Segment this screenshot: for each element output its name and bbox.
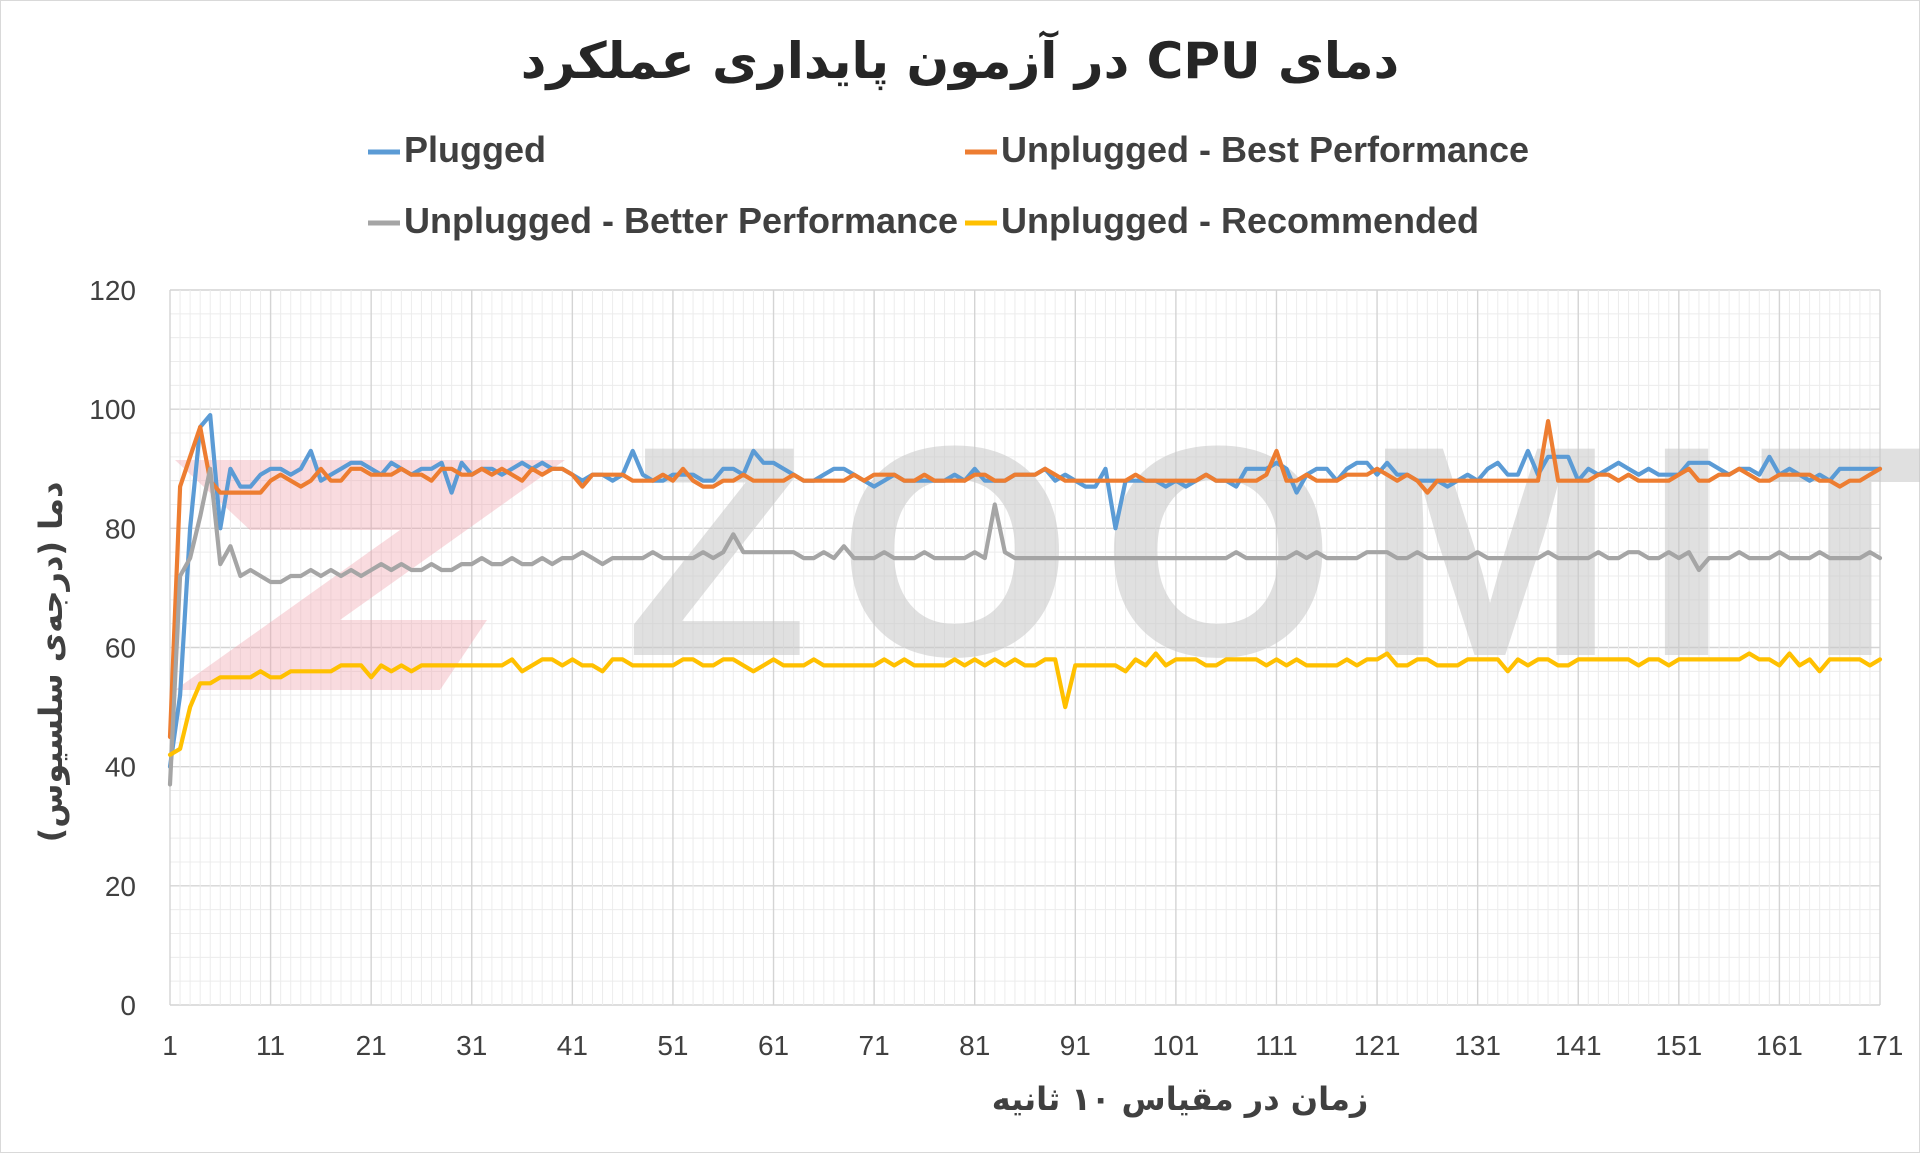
- y-tick-labels: 0 20 40 60 80 100 120: [89, 275, 136, 1021]
- x-tick-label: 51: [657, 1030, 688, 1061]
- legend-label-best-performance: Unplugged - Best Performance: [1001, 129, 1529, 170]
- legend-label-plugged: Plugged: [404, 129, 546, 170]
- series-lines: [167, 413, 1883, 787]
- y-axis-label: دما (درجه‌ی سلسیوس): [32, 482, 70, 843]
- x-axis-label: زمان در مقیاس ۱۰ ثانیه: [992, 1080, 1369, 1118]
- x-tick-label: 41: [557, 1030, 588, 1061]
- x-tick-label: 11: [256, 1030, 285, 1061]
- x-tick-label: 131: [1454, 1030, 1501, 1061]
- legend: Plugged Unplugged - Best Performance Unp…: [368, 129, 1529, 241]
- legend-item-better-performance[interactable]: Unplugged - Better Performance: [368, 200, 958, 241]
- watermark-text: ZOOMIT: [625, 383, 1920, 719]
- x-tick-label: 71: [859, 1030, 890, 1061]
- legend-label-recommended: Unplugged - Recommended: [1001, 200, 1479, 241]
- y-tick-label: 80: [105, 513, 136, 544]
- legend-label-better-performance: Unplugged - Better Performance: [404, 200, 958, 241]
- x-tick-label: 161: [1756, 1030, 1803, 1061]
- x-tick-label: 1: [162, 1030, 178, 1061]
- x-tick-label: 21: [356, 1030, 387, 1061]
- watermark-logo-icon: [175, 460, 565, 690]
- x-tick-label: 81: [959, 1030, 990, 1061]
- series-line-better-performance: [167, 466, 1883, 787]
- x-tick-label: 101: [1153, 1030, 1200, 1061]
- y-tick-label: 0: [120, 990, 136, 1021]
- legend-item-best-performance[interactable]: Unplugged - Best Performance: [965, 129, 1529, 170]
- x-tick-label: 61: [758, 1030, 789, 1061]
- x-tick-label: 121: [1354, 1030, 1401, 1061]
- y-tick-label: 100: [89, 394, 136, 425]
- series-line-best-performance: [167, 419, 1883, 739]
- x-tick-label: 151: [1655, 1030, 1702, 1061]
- chart-title: دمای CPU در آزمون پایداری عملکرد: [521, 30, 1399, 91]
- y-tick-label: 120: [89, 275, 136, 306]
- x-tick-label: 111: [1255, 1030, 1298, 1061]
- x-tick-label: 141: [1555, 1030, 1602, 1061]
- x-tick-label: 31: [456, 1030, 487, 1061]
- y-tick-label: 20: [105, 871, 136, 902]
- y-tick-label: 40: [105, 752, 136, 783]
- y-tick-label: 60: [105, 633, 136, 664]
- series-line-recommended: [167, 651, 1883, 757]
- legend-item-recommended[interactable]: Unplugged - Recommended: [965, 200, 1479, 241]
- x-tick-labels: 1 11 21 31 41 51 61 71 81 91 101 111 121 131 141 151 161…: [162, 1030, 1903, 1061]
- x-tick-label: 91: [1060, 1030, 1091, 1061]
- x-tick-label: 171: [1857, 1030, 1904, 1061]
- legend-item-plugged[interactable]: Plugged: [368, 129, 546, 170]
